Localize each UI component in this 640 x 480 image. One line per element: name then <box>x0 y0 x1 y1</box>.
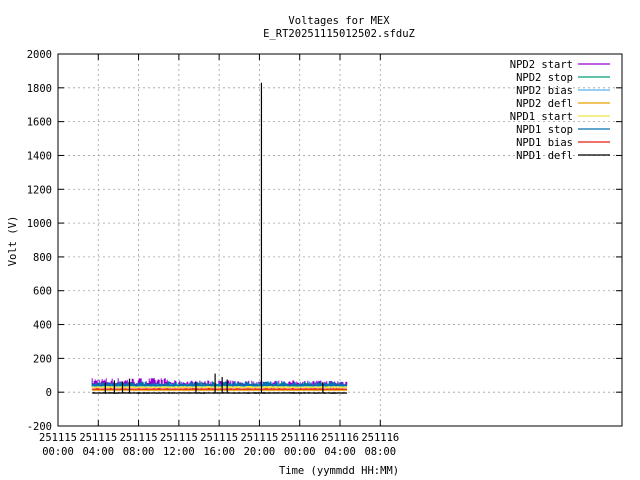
y-tick-label: -200 <box>27 421 52 433</box>
series-npd1-stop <box>91 381 348 387</box>
series-npd1-start <box>91 385 348 389</box>
x-tick-label-date: 251115 <box>200 432 238 444</box>
y-tick-label: 400 <box>33 320 52 332</box>
legend-label: NPD1 bias <box>516 137 573 149</box>
x-tick-label-time: 00:00 <box>284 446 316 458</box>
x-tick-label-time: 00:00 <box>42 446 74 458</box>
x-tick-label-date: 251116 <box>281 432 319 444</box>
y-tick-label: 1400 <box>27 150 52 162</box>
x-tick-label-time: 04:00 <box>324 446 356 458</box>
x-tick-label-time: 04:00 <box>82 446 114 458</box>
plot-area <box>91 82 348 394</box>
series-npd2-defl <box>91 389 348 391</box>
y-tick-label: 1000 <box>27 218 52 230</box>
x-tick-label-date: 251116 <box>361 432 399 444</box>
x-tick-label-date: 251115 <box>240 432 278 444</box>
legend-label: NPD1 start <box>510 111 573 123</box>
legend-label: NPD2 stop <box>516 72 573 84</box>
legend-label: NPD2 defl <box>516 98 573 110</box>
chart-title: Voltages for MEX <box>288 15 390 27</box>
grid <box>58 54 622 426</box>
y-tick-label: 200 <box>33 353 52 365</box>
y-axis-label: Volt (V) <box>7 216 19 267</box>
x-tick-label-date: 251116 <box>321 432 359 444</box>
x-tick-label-time: 12:00 <box>163 446 195 458</box>
x-axis-label: Time (yymmdd HH:MM) <box>279 465 399 477</box>
y-tick-label: 600 <box>33 286 52 298</box>
x-tick-label-date: 251115 <box>39 432 77 444</box>
y-tick-label: 1600 <box>27 117 52 129</box>
y-tick-label: 2000 <box>27 49 52 61</box>
y-tick-label: 1200 <box>27 184 52 196</box>
x-tick-label-time: 20:00 <box>244 446 276 458</box>
chart-subtitle: E_RT20251115012502.sfduZ <box>263 28 415 40</box>
x-tick-label-date: 251115 <box>79 432 117 444</box>
legend-label: NPD1 defl <box>516 150 573 162</box>
legend-label: NPD2 bias <box>516 85 573 97</box>
series-npd1-bias <box>91 388 348 390</box>
x-tick-label-time: 16:00 <box>203 446 235 458</box>
plot-frame <box>57 53 623 427</box>
x-tick-label-date: 251115 <box>160 432 198 444</box>
y-tick-label: 1800 <box>27 83 52 95</box>
x-tick-label-time: 08:00 <box>364 446 396 458</box>
axes: -200 0 200 400 600 800 1000 1200 1400 1600 1800 200… <box>27 49 623 458</box>
x-tick-label-date: 251115 <box>120 432 158 444</box>
y-tick-label: 0 <box>46 387 52 399</box>
y-tick-label: 800 <box>33 252 52 264</box>
series-npd1-defl <box>91 82 348 394</box>
x-tick-label-time: 08:00 <box>123 446 155 458</box>
legend-label: NPD2 start <box>510 59 573 71</box>
legend-label: NPD1 stop <box>516 124 573 136</box>
